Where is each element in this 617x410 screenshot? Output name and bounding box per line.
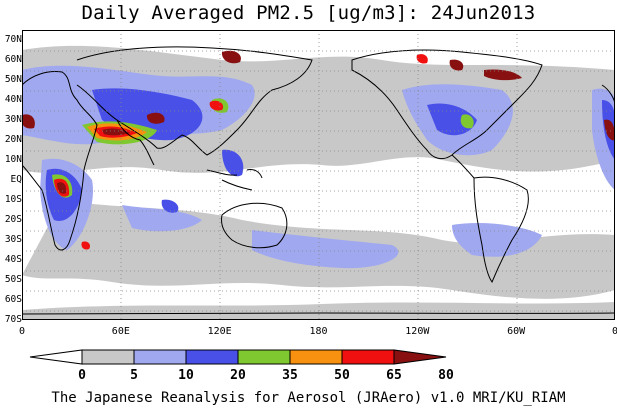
colorbar-segment xyxy=(29,349,83,365)
pm25-high-concentration xyxy=(22,50,615,250)
colorbar-segment xyxy=(237,349,291,365)
lat-label: 70S xyxy=(4,314,22,325)
lat-label: EQ xyxy=(10,174,22,185)
colorbar-label: 5 xyxy=(130,368,138,383)
colorbar-segment xyxy=(393,349,447,365)
colorbar-label: 20 xyxy=(230,368,246,383)
lon-label: 60W xyxy=(507,326,526,337)
lat-label: 40S xyxy=(4,254,22,265)
lat-label: 20S xyxy=(4,214,22,225)
colorbar xyxy=(29,349,447,365)
gridlines xyxy=(22,30,615,320)
footer-credit: The Japanese Reanalysis for Aerosol (JRA… xyxy=(51,390,566,406)
pm25-map xyxy=(22,30,615,320)
lon-label: 180 xyxy=(309,326,328,337)
lon-label: 120E xyxy=(207,326,232,337)
colorbar-label: 50 xyxy=(334,368,350,383)
colorbar-label: 35 xyxy=(282,368,298,383)
lat-label: 10S xyxy=(4,194,22,205)
lat-label: 50N xyxy=(4,74,22,85)
lat-label: 10N xyxy=(4,154,22,165)
colorbar-label: 0 xyxy=(78,368,86,383)
map-title: Daily Averaged PM2.5 [ug/m3]: 24Jun2013 xyxy=(81,2,536,24)
lon-label: 120W xyxy=(405,326,430,337)
lat-label: 60N xyxy=(4,54,22,65)
lat-label: 50S xyxy=(4,274,22,285)
colorbar-segment xyxy=(289,349,343,365)
lon-label: 0 xyxy=(18,326,26,337)
lat-label: 40N xyxy=(4,94,22,105)
lat-label: 30S xyxy=(4,234,22,245)
colorbar-segment xyxy=(185,349,239,365)
lat-label: 60S xyxy=(4,294,22,305)
colorbar-segment xyxy=(341,349,395,365)
lat-label: 30N xyxy=(4,114,22,125)
colorbar-label: 80 xyxy=(438,368,454,383)
lon-label: 60E xyxy=(111,326,130,337)
colorbar-label: 65 xyxy=(386,368,402,383)
colorbar-segment xyxy=(133,349,187,365)
coastlines xyxy=(22,46,615,315)
colorbar-label: 10 xyxy=(178,368,194,383)
lat-label: 20N xyxy=(4,134,22,145)
colorbar-segment xyxy=(81,349,135,365)
lat-label: 70N xyxy=(4,34,22,45)
lon-label: 0 xyxy=(611,326,617,337)
